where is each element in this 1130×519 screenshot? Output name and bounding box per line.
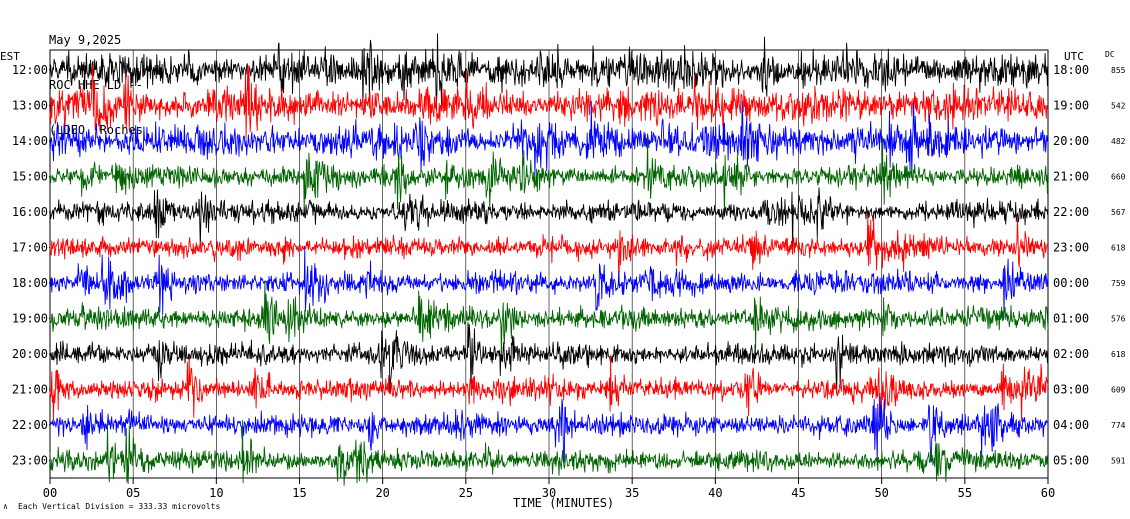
dc-offset-label: 567 — [1111, 208, 1126, 217]
utc-time-label: 22:00 — [1053, 205, 1089, 219]
dc-offset-label: 609 — [1111, 386, 1126, 395]
seismic-trace — [49, 420, 1049, 486]
est-time-label: 22:00 — [12, 418, 48, 432]
est-time-label: 16:00 — [12, 205, 48, 219]
dc-offset-label: 618 — [1111, 244, 1126, 253]
seismic-trace — [49, 354, 1049, 422]
dc-offset-label: 576 — [1111, 315, 1126, 324]
utc-time-label: 01:00 — [1053, 312, 1089, 326]
x-tick-label: 15 — [292, 486, 306, 500]
utc-time-label: 00:00 — [1053, 276, 1089, 290]
seismic-trace — [49, 100, 1049, 178]
dc-offset-label: 542 — [1111, 102, 1126, 111]
footer-marker: ∧ — [3, 502, 8, 511]
vertical-division-note: Each Vertical Division = 333.33 microvol… — [18, 502, 220, 511]
seismic-trace — [49, 396, 1049, 466]
x-tick-label: 40 — [708, 486, 722, 500]
utc-time-label: 21:00 — [1053, 170, 1089, 184]
dc-offset-label: 759 — [1111, 279, 1126, 288]
est-time-label: 21:00 — [12, 383, 48, 397]
utc-time-label: 04:00 — [1053, 418, 1089, 432]
x-tick-label: 55 — [958, 486, 972, 500]
seismic-trace — [49, 280, 1049, 358]
x-tick-label: 45 — [791, 486, 805, 500]
x-tick-label: 10 — [209, 486, 223, 500]
utc-time-label: 19:00 — [1053, 99, 1089, 113]
dc-offset-label: 591 — [1111, 457, 1126, 466]
dc-header-label: DC — [1105, 50, 1115, 59]
seismic-trace — [49, 136, 1049, 217]
est-time-label: 14:00 — [12, 134, 48, 148]
left-timezone-label: EST — [0, 50, 20, 63]
seismic-trace — [49, 212, 1049, 285]
utc-time-label: 20:00 — [1053, 134, 1089, 148]
x-tick-label: 30 — [542, 486, 556, 500]
est-time-label: 18:00 — [12, 276, 48, 290]
est-time-label: 13:00 — [12, 99, 48, 113]
utc-time-label: 03:00 — [1053, 383, 1089, 397]
utc-time-label: 02:00 — [1053, 347, 1089, 361]
dc-offset-label: 618 — [1111, 350, 1126, 359]
date-label: May 9,2025 — [49, 33, 122, 47]
utc-time-label: 05:00 — [1053, 454, 1089, 468]
seismic-trace — [49, 187, 1049, 253]
est-time-label: 20:00 — [12, 347, 48, 361]
est-time-label: 19:00 — [12, 312, 48, 326]
x-tick-label: 20 — [375, 486, 389, 500]
utc-time-label: 18:00 — [1053, 63, 1089, 77]
x-tick-label: 50 — [874, 486, 888, 500]
x-tick-label: 25 — [459, 486, 473, 500]
dc-offset-label: 855 — [1111, 66, 1126, 75]
seismic-trace — [49, 322, 1049, 395]
grid-layer — [49, 49, 1049, 484]
est-time-label: 17:00 — [12, 241, 48, 255]
est-time-label: 12:00 — [12, 63, 48, 77]
seismic-trace — [49, 246, 1049, 319]
seismic-trace — [49, 33, 1049, 111]
x-tick-label: 35 — [625, 486, 639, 500]
trace-layer — [49, 33, 1049, 486]
x-tick-label: 60 — [1041, 486, 1055, 500]
x-tick-label: 00 — [43, 486, 57, 500]
x-axis-title: TIME (MINUTES) — [513, 496, 614, 510]
est-time-label: 15:00 — [12, 170, 48, 184]
dc-offset-label: 482 — [1111, 137, 1126, 146]
dc-offset-label: 660 — [1111, 173, 1126, 182]
dc-offset-label: 774 — [1111, 421, 1126, 430]
est-time-label: 23:00 — [12, 454, 48, 468]
seismic-trace — [49, 65, 1048, 140]
right-timezone-label: UTC — [1064, 50, 1084, 63]
x-tick-label: 05 — [126, 486, 140, 500]
utc-time-label: 23:00 — [1053, 241, 1089, 255]
label-layer: EST UTC DC TIME (MINUTES) ∧ Each Vertica… — [0, 50, 1126, 511]
